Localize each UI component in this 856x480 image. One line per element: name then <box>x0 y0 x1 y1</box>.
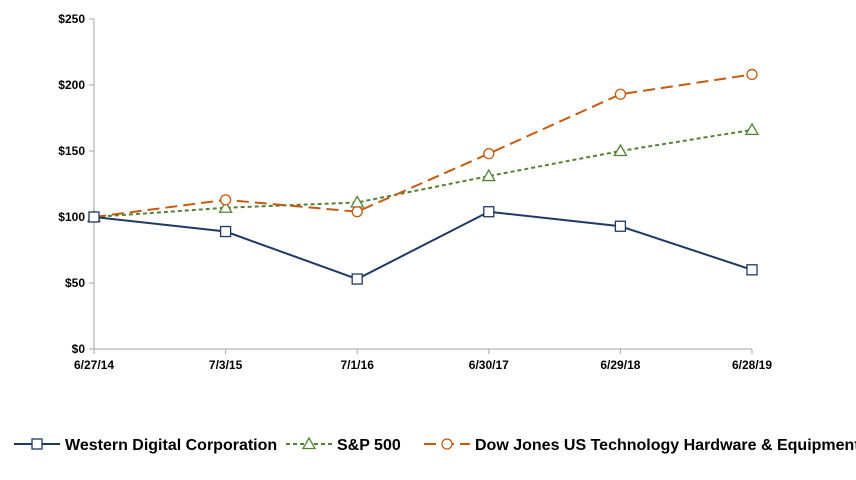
x-tick-label: 7/3/15 <box>209 358 243 372</box>
triangle-marker <box>301 436 317 450</box>
y-tick-label: $150 <box>58 144 85 158</box>
y-tick-label: $250 <box>58 12 85 26</box>
square-marker <box>483 206 495 218</box>
legend-item: Dow Jones US Technology Hardware & Equip… <box>424 437 856 454</box>
axes: $0 $50 $100 $150 $200 $250 6/27/14 7/3/15 7/1/16… <box>58 12 772 372</box>
square-marker <box>88 211 100 223</box>
square-marker <box>31 438 43 450</box>
circle-marker <box>441 438 453 450</box>
circle-marker <box>614 88 627 100</box>
series-line <box>93 128 753 218</box>
circle-marker <box>219 194 232 206</box>
legend: Western Digital Corporation S&P 500 Dow Jo… <box>14 436 856 454</box>
x-tick-label: 6/28/19 <box>732 358 772 372</box>
y-tick-label: $0 <box>72 342 86 356</box>
legend-label: Dow Jones US Technology Hardware & Equip… <box>475 437 856 454</box>
circle-marker <box>483 147 495 160</box>
legend-label: Western Digital Corporation <box>65 437 277 454</box>
square-marker <box>746 264 758 276</box>
series-triangle-group <box>86 122 760 223</box>
triangle-marker <box>744 122 760 136</box>
x-tick-label: 7/1/16 <box>341 358 375 372</box>
circle-marker <box>351 206 363 218</box>
series-line <box>93 73 753 218</box>
circle-marker <box>746 68 758 81</box>
triangle-marker <box>218 200 233 213</box>
series-layer <box>86 68 760 285</box>
square-marker <box>351 273 363 285</box>
triangle-marker <box>481 168 496 182</box>
y-tick-label: $200 <box>58 78 85 92</box>
x-tick-label: 6/30/17 <box>469 358 509 372</box>
series-square-group <box>88 206 758 285</box>
x-tick-label: 6/29/18 <box>600 358 640 372</box>
y-tick-label: $100 <box>58 210 85 224</box>
legend-item: Western Digital Corporation <box>14 437 277 454</box>
square-marker <box>219 225 232 238</box>
legend-label: S&P 500 <box>337 437 401 454</box>
triangle-marker <box>613 143 628 157</box>
square-marker <box>614 220 627 232</box>
series-line <box>93 210 753 281</box>
y-tick-label: $50 <box>65 276 85 290</box>
legend-item: S&P 500 <box>286 436 401 454</box>
x-tick-label: 6/27/14 <box>74 358 114 372</box>
